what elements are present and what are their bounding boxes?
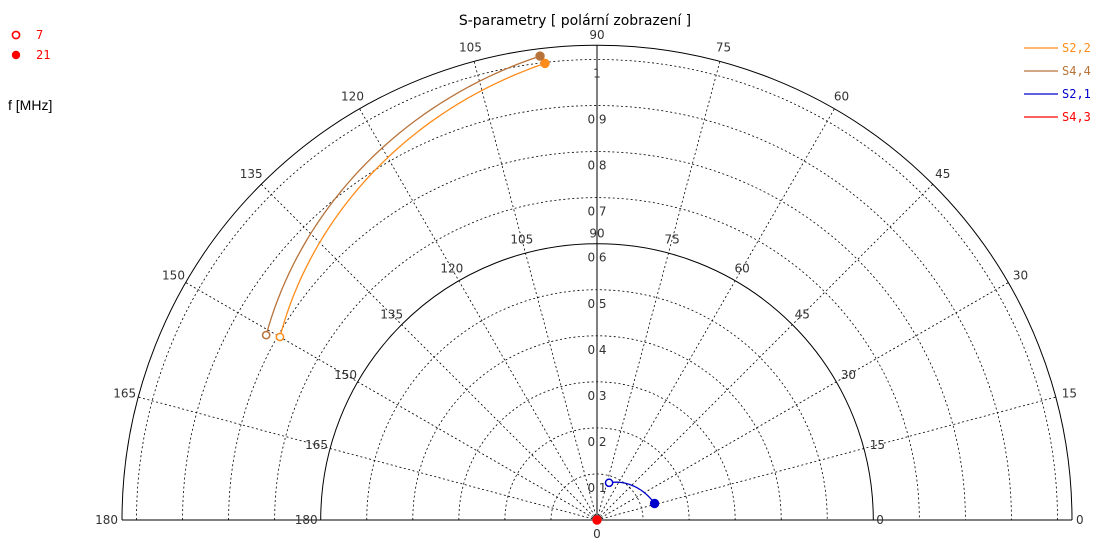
marker-filled — [649, 498, 660, 509]
inner-angle-tick: 0 — [876, 513, 884, 527]
marker-open — [275, 332, 285, 342]
series-legend-label: S4,3 — [1062, 110, 1091, 124]
series-legend: S2,2 S4,4 S2,1 S4,3 — [1024, 41, 1091, 124]
series-layer — [265, 55, 656, 504]
outer-angle-tick: 180 — [95, 513, 118, 527]
radius-tick: 0.5 — [587, 297, 606, 311]
series-legend-label: S2,2 — [1062, 41, 1091, 55]
outer-angle-tick: 90 — [589, 28, 604, 42]
inner-angle-tick: 180 — [295, 513, 318, 527]
legend-filled-marker — [11, 50, 21, 60]
inner-angle-tick: 150 — [334, 368, 357, 382]
radius-tick: 0.7 — [587, 205, 606, 219]
marker-open — [261, 330, 271, 340]
outer-angle-tick: 135 — [240, 167, 263, 181]
radius-tick: 0.6 — [587, 251, 606, 265]
inner-angle-tick: 165 — [305, 438, 328, 452]
radius-tick: 0.4 — [587, 343, 606, 357]
marker-filled — [592, 515, 602, 525]
marker-layer — [261, 51, 660, 525]
outer-angle-tick: 45 — [935, 167, 950, 181]
outer-angle-tick: 165 — [113, 386, 136, 400]
series-legend-label: S4,4 — [1062, 64, 1091, 78]
freq-marker-label: 21 — [36, 48, 50, 62]
radius-tick: 0.1 — [587, 481, 606, 495]
radius-tick: 0.3 — [587, 389, 606, 403]
inner-angle-tick: 15 — [870, 438, 885, 452]
frequency-unit-label: f [MHz] — [8, 97, 52, 113]
legend-open-marker — [11, 30, 21, 40]
inner-angle-tick: 135 — [380, 308, 403, 322]
radius-tick: 0.8 — [587, 159, 606, 173]
marker-filled — [540, 58, 550, 69]
radius-tick: 0 — [593, 527, 601, 539]
series-legend-label: S2,1 — [1062, 87, 1091, 101]
inner-angle-tick: 60 — [735, 262, 750, 276]
angle-spoke — [596, 183, 934, 521]
marker-open — [604, 478, 614, 488]
inner-angle-tick: 45 — [795, 308, 810, 322]
inner-angle-tick: 30 — [841, 368, 856, 382]
outer-angle-tick: 15 — [1062, 386, 1077, 400]
inner-angle-tick: 75 — [664, 233, 679, 247]
outer-angle-tick: 150 — [162, 269, 185, 283]
angle-spoke — [260, 183, 598, 521]
marker-filled — [535, 51, 545, 61]
freq-marker-label: 7 — [36, 28, 43, 42]
radius-tick: 0.9 — [587, 113, 606, 127]
angle-spoke — [596, 61, 721, 521]
outer-angle-tick: 75 — [716, 41, 731, 55]
outer-angle-tick: 0 — [1076, 513, 1084, 527]
radius-tick: 1 — [593, 67, 601, 81]
chart-title: S-parametry [ polární zobrazení ] — [459, 13, 691, 29]
series-line — [279, 62, 546, 338]
radius-ring — [274, 197, 920, 521]
inner-angle-tick: 105 — [510, 233, 533, 247]
inner-angle-tick: 120 — [440, 262, 463, 276]
outer-angle-tick: 60 — [834, 90, 849, 104]
tick-labels: 0 15 30 45 60 75 90 105 120 135 150 165 180 0 15 30 45 60… — [95, 28, 1084, 539]
inner-angle-tick: 90 — [589, 227, 604, 241]
outer-angle-tick: 105 — [459, 41, 482, 55]
series-line — [265, 55, 541, 336]
polar-grid — [121, 44, 1073, 521]
radius-tick: 0.2 — [587, 435, 606, 449]
frequency-legend: 7 21 f [MHz] — [8, 28, 52, 113]
outer-angle-tick: 30 — [1013, 269, 1028, 283]
outer-angle-tick: 120 — [341, 90, 364, 104]
series-line — [608, 481, 656, 504]
